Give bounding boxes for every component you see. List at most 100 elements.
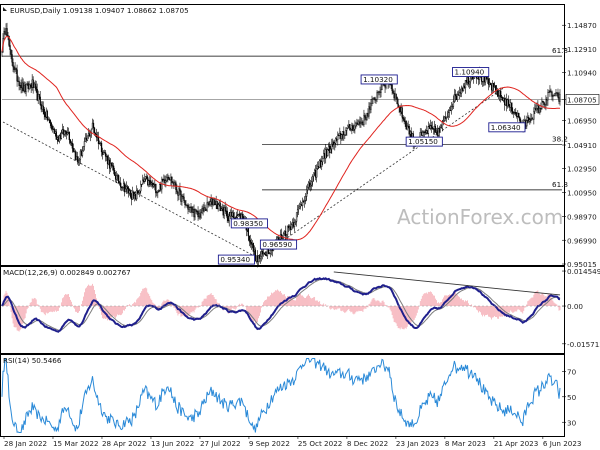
candle-body [216,201,218,210]
macd-title: MACD(12,26,9) 0.002849 0.002767 [3,268,131,277]
candle-body [480,76,483,82]
candle-body [318,166,320,168]
candle-body [455,95,458,101]
candle-body [530,118,532,120]
candle-body [432,128,434,130]
candle-body [169,179,171,181]
candle-body [421,131,423,136]
candle-body [395,93,397,98]
candle-body [401,107,403,118]
candle-body [230,212,232,217]
candle-body [196,211,198,213]
candle-body [526,120,528,127]
price-annotation-label: 1.05150 [408,137,438,146]
candle-body [226,210,228,219]
candle-body [228,215,230,222]
candle-body [163,179,165,181]
candle-body [423,131,425,133]
candle-body [52,128,54,130]
candle-body [529,119,531,122]
candle-body [288,226,291,229]
candle-body [515,111,517,115]
candle-body [329,145,331,154]
candle-body [56,137,58,140]
candle-body [501,96,503,98]
candle-body [499,90,501,97]
candle-body [164,179,166,183]
candle-body [155,183,157,194]
candle-body [48,119,50,121]
candle-body [206,202,208,211]
price-tick-label: 1.04910 [567,141,597,150]
candle-body [554,93,556,96]
candle-body [454,94,457,97]
candle-body [198,213,200,218]
price-annotation-label: 1.10940 [455,67,485,76]
candle-body [334,143,336,145]
candle-body [364,115,366,118]
candle-body [65,131,67,135]
candle-body [437,128,439,136]
candle-body [467,77,470,85]
price-annotation-label: 1.10320 [363,75,393,84]
candle-body [332,141,334,145]
candle-body [548,90,550,93]
candle-body [284,230,287,237]
candle-body [37,93,39,101]
candle-body [302,200,305,202]
candle-body [146,176,148,178]
macd-tick-label: 0.014549 [567,267,600,276]
candle-body [366,112,368,120]
candle-body [76,156,79,162]
candle-body [97,136,100,145]
candle-body [359,121,361,124]
candle-body [81,150,84,156]
candle-body [282,233,285,239]
candle-body [312,176,314,182]
candle-body [170,176,172,181]
candle-body [351,125,353,130]
candle-body [355,123,357,127]
candle-body [514,111,516,113]
candle-body [55,131,57,140]
candle-body [487,78,490,85]
price-annotations: 0.95340 0.98350 0.96590 1.10320 1.05150 1.109… [217,67,526,265]
price-annotation-label: 0.96590 [262,240,292,249]
candle-body [253,249,256,252]
candle-body [537,105,539,109]
candle-body [431,126,433,130]
candle-body [313,172,315,177]
candle-body [4,31,6,35]
price-annotation-label: 0.95340 [220,255,250,264]
candle-body [130,190,132,198]
candle-body [378,91,380,93]
candle-body [54,131,56,134]
candle-body [33,83,35,88]
candle-body [63,130,65,135]
moving-average-line [1,35,561,241]
candle-body [540,108,542,110]
candle-body [124,183,126,193]
candle-body [69,139,72,143]
candle-body [462,85,465,91]
candle-body [202,207,204,212]
candle-body [429,125,431,129]
candle-body [542,100,544,103]
candle-body [534,108,536,112]
candle-body [25,83,27,92]
candle-body [372,98,374,100]
candle-body [551,91,553,97]
candle-body [296,209,299,213]
candle-body [58,135,60,142]
candle-body [190,206,192,208]
candle-body [422,131,424,133]
candle-body [99,142,102,144]
candle-body [238,213,240,215]
candle-body [142,179,144,185]
price-tick-label: 1.02950 [567,165,597,174]
candle-body [519,116,521,121]
price-axis: 1.14870 1.12910 1.10940 1.08705 1.06950 1.049… [562,21,600,269]
candle-body [64,130,66,132]
candle-body [458,92,461,96]
